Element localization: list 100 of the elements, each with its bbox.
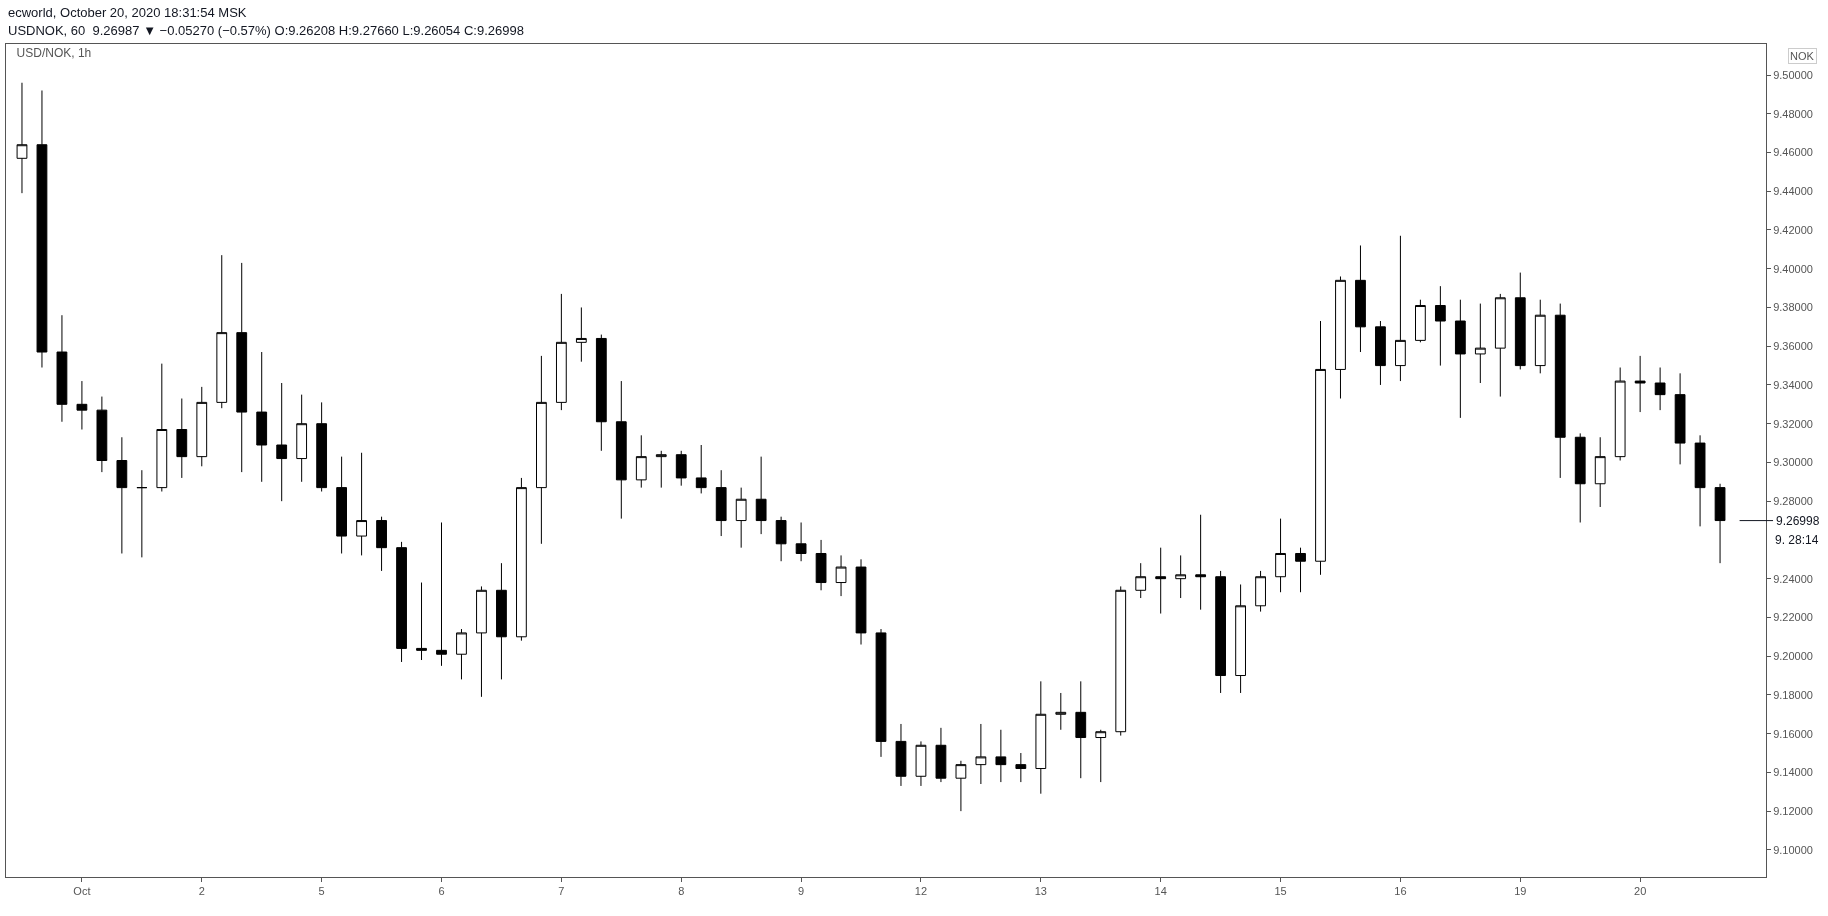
candlestick	[1594, 436, 1606, 508]
candlestick	[795, 521, 807, 562]
y-tick-label: 9.46000	[1773, 146, 1813, 159]
candlestick	[1255, 570, 1266, 613]
candlestick	[595, 334, 607, 452]
candlestick	[36, 89, 48, 369]
candlestick	[635, 434, 647, 489]
candlestick	[1295, 547, 1306, 593]
candlestick	[715, 469, 727, 537]
candlestick	[1534, 299, 1546, 374]
candlestick	[1714, 483, 1726, 564]
candlestick	[176, 398, 188, 479]
candlestick	[1115, 585, 1127, 737]
candlestick	[356, 452, 367, 556]
candlestick	[735, 487, 747, 549]
y-tick-label: 9.16000	[1773, 727, 1813, 740]
candlestick	[196, 386, 208, 467]
candlestick	[895, 723, 907, 787]
candlestick	[1235, 583, 1246, 694]
candlestick	[1694, 434, 1706, 527]
candlestick	[56, 314, 68, 423]
y-tick-label: 9.12000	[1773, 804, 1813, 817]
y-tick-label: 9.18000	[1773, 688, 1813, 701]
candlestick	[236, 262, 248, 473]
x-tick-label: 16	[1394, 885, 1407, 898]
candlestick	[1175, 554, 1187, 599]
candlestick	[855, 558, 867, 646]
candlestick	[396, 541, 407, 663]
candlestick	[575, 306, 587, 363]
x-tick-label: Oct	[73, 885, 91, 898]
candlestick	[1395, 235, 1406, 382]
candlestick	[1654, 367, 1666, 411]
x-tick-label: 12	[914, 885, 928, 898]
y-tick-label: 9.38000	[1773, 301, 1813, 314]
candlestick	[376, 516, 387, 572]
candlestick	[1195, 514, 1207, 611]
candlestick	[1355, 244, 1366, 353]
candlestick	[116, 436, 128, 554]
candlestick	[256, 351, 268, 483]
text: ecworld, October 20, 2020 18:31:54 MSK	[8, 5, 247, 20]
y-tick-label: 9.32000	[1773, 417, 1813, 430]
text: NOK	[1790, 50, 1815, 62]
candlestick	[1095, 729, 1107, 783]
candlestick	[156, 363, 168, 492]
x-tick-label: 15	[1274, 885, 1287, 898]
x-tick-label: 20	[1634, 885, 1647, 898]
candlestick	[1075, 680, 1087, 779]
candlestick	[136, 469, 148, 558]
candlestick	[96, 396, 108, 473]
chart-title: USD/NOK, 1h	[16, 46, 92, 61]
candlestick	[1454, 299, 1466, 419]
candlestick	[955, 760, 967, 812]
candlestick	[1215, 570, 1227, 694]
x-tick-label: 9	[798, 885, 805, 898]
candlestick	[1315, 320, 1326, 576]
candlestick	[496, 562, 507, 680]
candlestick	[815, 539, 827, 591]
candlestick	[1275, 518, 1286, 593]
candlestick	[336, 456, 348, 554]
candlestick	[1135, 562, 1147, 599]
candlestick	[695, 444, 707, 494]
candlestick	[516, 477, 527, 642]
y-tick-label: 9.22000	[1773, 611, 1813, 624]
y-tick-label: 9.20000	[1773, 650, 1813, 663]
y-tick-label: 9.48000	[1773, 107, 1813, 120]
y-tick-label: 9.40000	[1773, 262, 1813, 275]
candlestick	[296, 394, 308, 483]
candlestick	[935, 727, 947, 783]
candlestick	[216, 254, 228, 409]
candlestick	[476, 585, 487, 698]
candlestick	[1554, 303, 1566, 479]
candlestick	[1415, 299, 1426, 343]
candlestick	[1375, 320, 1386, 386]
x-tick-label: 19	[1514, 885, 1527, 898]
text: 9. 28:14	[1775, 533, 1819, 547]
x-tick-label: 13	[1034, 885, 1047, 898]
candlestick	[1015, 752, 1027, 783]
candlestick	[1674, 372, 1686, 465]
x-tick-label: 7	[558, 885, 565, 898]
candlestick	[1614, 367, 1626, 461]
candlestick	[915, 740, 927, 787]
candlestick	[655, 450, 667, 489]
candlestick	[1574, 432, 1586, 523]
candlestick	[1155, 547, 1167, 615]
y-tick-label: 9.14000	[1773, 766, 1813, 779]
x-tick-label: 8	[678, 885, 685, 898]
y-tick-label: 9.44000	[1773, 185, 1813, 198]
x-tick-label: 6	[438, 885, 445, 898]
candlestick	[1335, 275, 1346, 400]
candlestick	[995, 729, 1007, 783]
x-tick-label: 5	[318, 885, 325, 898]
candlestick	[975, 723, 987, 785]
candlestick	[675, 450, 687, 487]
candlestick	[835, 554, 847, 597]
candlestick	[1474, 303, 1486, 384]
y-tick-label: 9.34000	[1773, 378, 1813, 391]
y-tick-label: 9.36000	[1773, 340, 1813, 353]
candlestick	[76, 380, 88, 430]
y-tick-label: 9.42000	[1773, 223, 1813, 236]
candlestick	[1494, 293, 1506, 398]
